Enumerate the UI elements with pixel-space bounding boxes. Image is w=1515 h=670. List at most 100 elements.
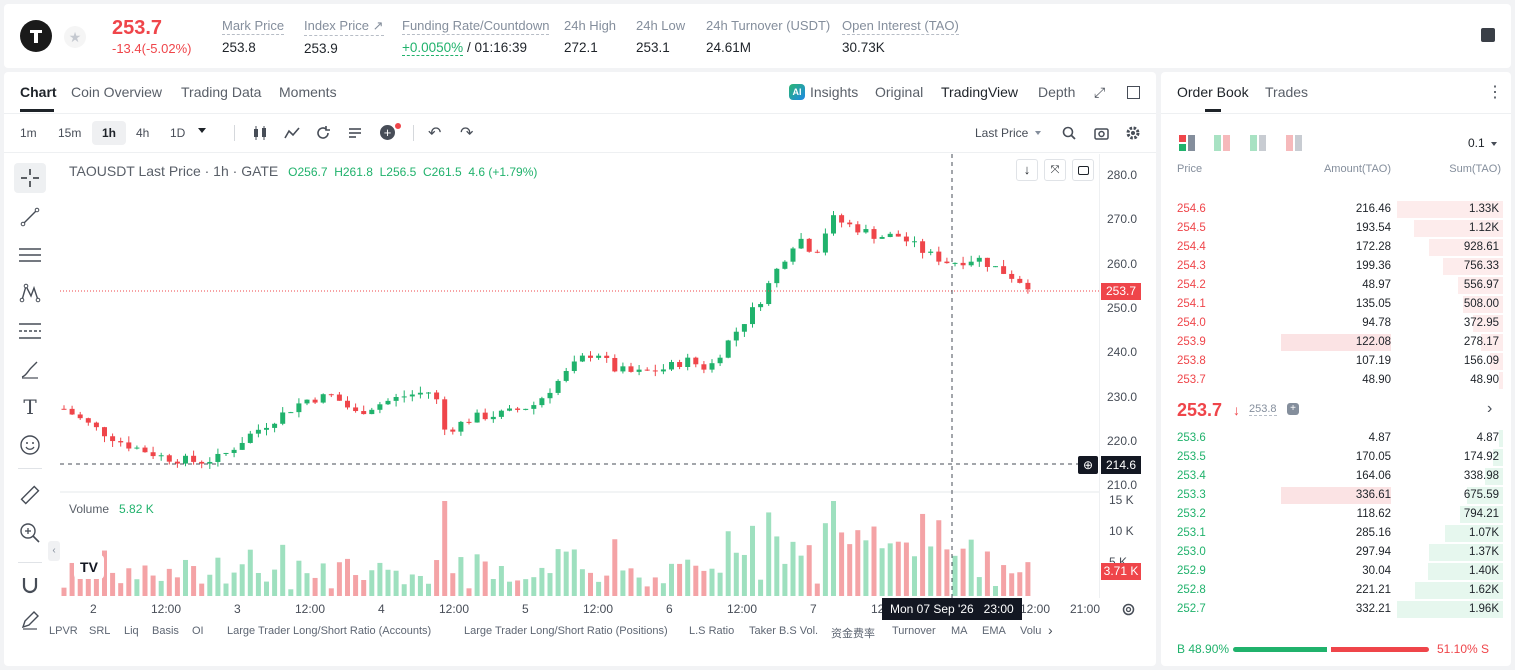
chevron-down-icon[interactable] bbox=[1491, 142, 1497, 146]
ask-row[interactable]: 254.2 48.97 556.97 bbox=[1161, 276, 1515, 295]
indicator-funding-rate[interactable]: 资金费率 bbox=[831, 628, 875, 640]
camera-icon[interactable] bbox=[1094, 126, 1109, 140]
ask-row[interactable]: 254.6 216.46 1.33K bbox=[1161, 200, 1515, 219]
indicator-ma[interactable]: MA bbox=[951, 625, 968, 637]
indicator-srl[interactable]: SRL bbox=[89, 625, 111, 637]
price-type-select[interactable]: Last Price bbox=[975, 126, 1029, 140]
ask-row[interactable]: 254.5 193.54 1.12K bbox=[1161, 219, 1515, 238]
chevron-right-icon[interactable]: › bbox=[1048, 622, 1053, 638]
templates-icon[interactable] bbox=[347, 125, 363, 141]
candle-type-icon[interactable] bbox=[252, 125, 268, 141]
stat-label[interactable]: Open Interest (TAO) bbox=[842, 18, 959, 35]
indicator-lpvr[interactable]: LPVR bbox=[49, 625, 78, 637]
pencil-lock-tool-icon[interactable] bbox=[14, 605, 46, 635]
ruler-tool-icon[interactable] bbox=[14, 480, 46, 510]
stat-label[interactable]: Index Price ↗ bbox=[304, 18, 384, 36]
bid-row[interactable]: 253.5 170.05 174.92 bbox=[1161, 448, 1515, 467]
ask-row[interactable]: 254.0 94.78 372.95 bbox=[1161, 314, 1515, 333]
scroll-down-button[interactable]: ↓ bbox=[1016, 159, 1038, 181]
horizontal-lines-tool-icon[interactable] bbox=[14, 240, 46, 270]
view-depth[interactable]: Depth bbox=[1038, 84, 1076, 100]
tab-coin-overview[interactable]: Coin Overview bbox=[71, 84, 163, 100]
chevron-right-icon[interactable]: › bbox=[1487, 400, 1493, 417]
stat-label[interactable]: Mark Price bbox=[222, 18, 285, 35]
text-tool-icon[interactable]: T bbox=[23, 395, 37, 419]
ask-row[interactable]: 254.4 172.28 928.61 bbox=[1161, 238, 1515, 257]
ask-row[interactable]: 254.3 199.36 756.33 bbox=[1161, 257, 1515, 276]
bid-row[interactable]: 253.6 4.87 4.87 bbox=[1161, 429, 1515, 448]
interval-1d[interactable]: 1D bbox=[170, 126, 186, 140]
expand-icon[interactable]: ⤢ bbox=[1094, 84, 1106, 100]
interval-1m[interactable]: 1m bbox=[20, 126, 37, 140]
bid-row[interactable]: 252.8 221.21 1.62K bbox=[1161, 581, 1515, 600]
crosshair-add-icon[interactable]: ⊕ bbox=[1078, 456, 1098, 474]
redo-icon[interactable]: ↷ bbox=[460, 125, 474, 142]
indicator-ls-accounts[interactable]: Large Trader Long/Short Ratio (Accounts) bbox=[227, 625, 432, 637]
indicator-turnover[interactable]: Turnover bbox=[892, 625, 936, 637]
crosshair-tool-icon[interactable] bbox=[14, 163, 46, 193]
tab-order-book[interactable]: Order Book bbox=[1177, 84, 1249, 100]
magnet-tool-icon[interactable] bbox=[14, 570, 46, 600]
auto-scale-button[interactable] bbox=[1072, 159, 1094, 181]
indicators-icon[interactable] bbox=[284, 125, 300, 141]
bid-row[interactable]: 252.7 332.21 1.96K bbox=[1161, 600, 1515, 619]
stat-label[interactable]: Funding Rate/Countdown bbox=[402, 18, 550, 35]
chevron-down-icon[interactable] bbox=[198, 128, 206, 133]
collapse-arrows-button[interactable]: ⤧ bbox=[1044, 159, 1066, 181]
more-vertical-icon[interactable]: ⋮ bbox=[1487, 84, 1503, 101]
indicator-ls-positions[interactable]: Large Trader Long/Short Ratio (Positions… bbox=[464, 625, 668, 637]
tab-moments[interactable]: Moments bbox=[279, 84, 337, 100]
ask-row[interactable]: 253.7 48.90 48.90 bbox=[1161, 371, 1515, 390]
ask-row[interactable]: 253.8 107.19 156.09 bbox=[1161, 352, 1515, 371]
bid-row[interactable]: 252.9 30.04 1.40K bbox=[1161, 562, 1515, 581]
bid-row[interactable]: 253.3 336.61 675.59 bbox=[1161, 486, 1515, 505]
view-asks-icon[interactable] bbox=[1286, 135, 1302, 151]
favorite-star-icon[interactable]: ★ bbox=[64, 26, 86, 48]
chart-settings-icon[interactable] bbox=[1121, 602, 1136, 617]
view-insights[interactable]: Insights bbox=[810, 84, 859, 100]
price-chart[interactable] bbox=[60, 154, 1100, 598]
add-alert-icon[interactable]: + bbox=[380, 125, 395, 140]
bid-row[interactable]: 253.2 118.62 794.21 bbox=[1161, 505, 1515, 524]
interval-4h[interactable]: 4h bbox=[136, 126, 150, 140]
settings-gear-icon[interactable] bbox=[1126, 126, 1140, 140]
ask-row[interactable]: 254.1 135.05 508.00 bbox=[1161, 295, 1515, 314]
bid-row[interactable]: 253.4 164.06 338.98 bbox=[1161, 467, 1515, 486]
fib-tool-icon[interactable] bbox=[14, 316, 46, 346]
view-both-icon[interactable] bbox=[1179, 135, 1195, 151]
window-icon[interactable] bbox=[1127, 86, 1140, 99]
view-original[interactable]: Original bbox=[875, 84, 924, 100]
interval-15m[interactable]: 15m bbox=[58, 126, 82, 140]
tab-trading-data[interactable]: Trading Data bbox=[181, 84, 262, 100]
view-split-icon[interactable] bbox=[1214, 135, 1230, 151]
view-tradingview[interactable]: TradingView bbox=[941, 84, 1019, 100]
view-bids-icon[interactable] bbox=[1250, 135, 1266, 151]
pattern-tool-icon[interactable] bbox=[14, 278, 46, 308]
ob-mark-price[interactable]: 253.8 bbox=[1249, 403, 1277, 416]
indicator-basis[interactable]: Basis bbox=[152, 625, 179, 637]
emoji-tool-icon[interactable] bbox=[14, 430, 46, 460]
indicator-oi[interactable]: OI bbox=[192, 625, 204, 637]
search-icon[interactable] bbox=[1062, 126, 1076, 140]
indicator-taker-vol[interactable]: Taker B.S Vol. bbox=[749, 625, 819, 637]
indicator-ls-ratio[interactable]: L.S Ratio bbox=[689, 625, 735, 637]
indicator-volume[interactable]: Volu bbox=[1020, 625, 1042, 637]
tab-chart[interactable]: Chart bbox=[20, 84, 57, 100]
interval-1h[interactable]: 1h bbox=[102, 126, 117, 140]
ask-row[interactable]: 253.9 122.08 278.17 bbox=[1161, 333, 1515, 352]
bid-row[interactable]: 253.0 297.94 1.37K bbox=[1161, 543, 1515, 562]
brush-tool-icon[interactable] bbox=[14, 354, 46, 384]
collapse-sidebar-icon[interactable]: ‹ bbox=[48, 541, 60, 561]
shield-icon[interactable]: + bbox=[1287, 403, 1299, 415]
replay-icon[interactable] bbox=[315, 125, 331, 141]
chevron-down-icon[interactable] bbox=[1035, 131, 1041, 135]
precision-select[interactable]: 0.1 bbox=[1468, 136, 1485, 150]
trend-line-tool-icon[interactable] bbox=[14, 202, 46, 232]
tab-trades[interactable]: Trades bbox=[1265, 84, 1309, 100]
interval-1h-active[interactable] bbox=[92, 121, 126, 145]
zoom-in-tool-icon[interactable] bbox=[14, 518, 46, 548]
indicator-liq[interactable]: Liq bbox=[124, 625, 139, 637]
bid-row[interactable]: 253.1 285.16 1.07K bbox=[1161, 524, 1515, 543]
undo-icon[interactable]: ↶ bbox=[428, 125, 442, 142]
indicator-ema[interactable]: EMA bbox=[982, 625, 1006, 637]
